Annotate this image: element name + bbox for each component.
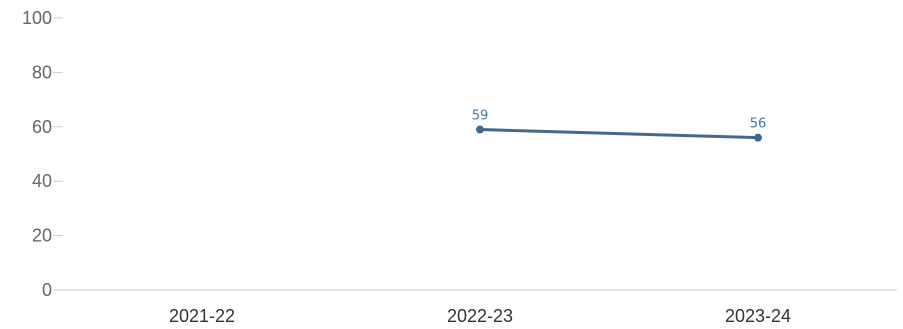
x-tick-label: 2021-22: [169, 306, 235, 326]
data-point: [476, 125, 484, 134]
series: 59 56: [472, 109, 767, 142]
data-label: 56: [750, 117, 767, 132]
y-axis: 0 20 40 60 80 100: [22, 8, 63, 300]
x-tick-label: 2023-24: [725, 306, 791, 326]
data-label: 59: [472, 109, 489, 124]
y-tick-label: 100: [22, 8, 52, 28]
y-tick-label: 0: [42, 280, 52, 300]
x-axis: 2021-22 2022-23 2023-24: [63, 289, 897, 326]
y-tick-label: 40: [32, 171, 52, 191]
x-tick-label: 2022-23: [447, 306, 513, 326]
y-tick-label: 20: [32, 226, 52, 246]
y-tick-label: 60: [32, 117, 52, 137]
data-point: [754, 133, 762, 142]
y-tick-label: 80: [32, 62, 52, 82]
series-line: [478, 128, 760, 140]
